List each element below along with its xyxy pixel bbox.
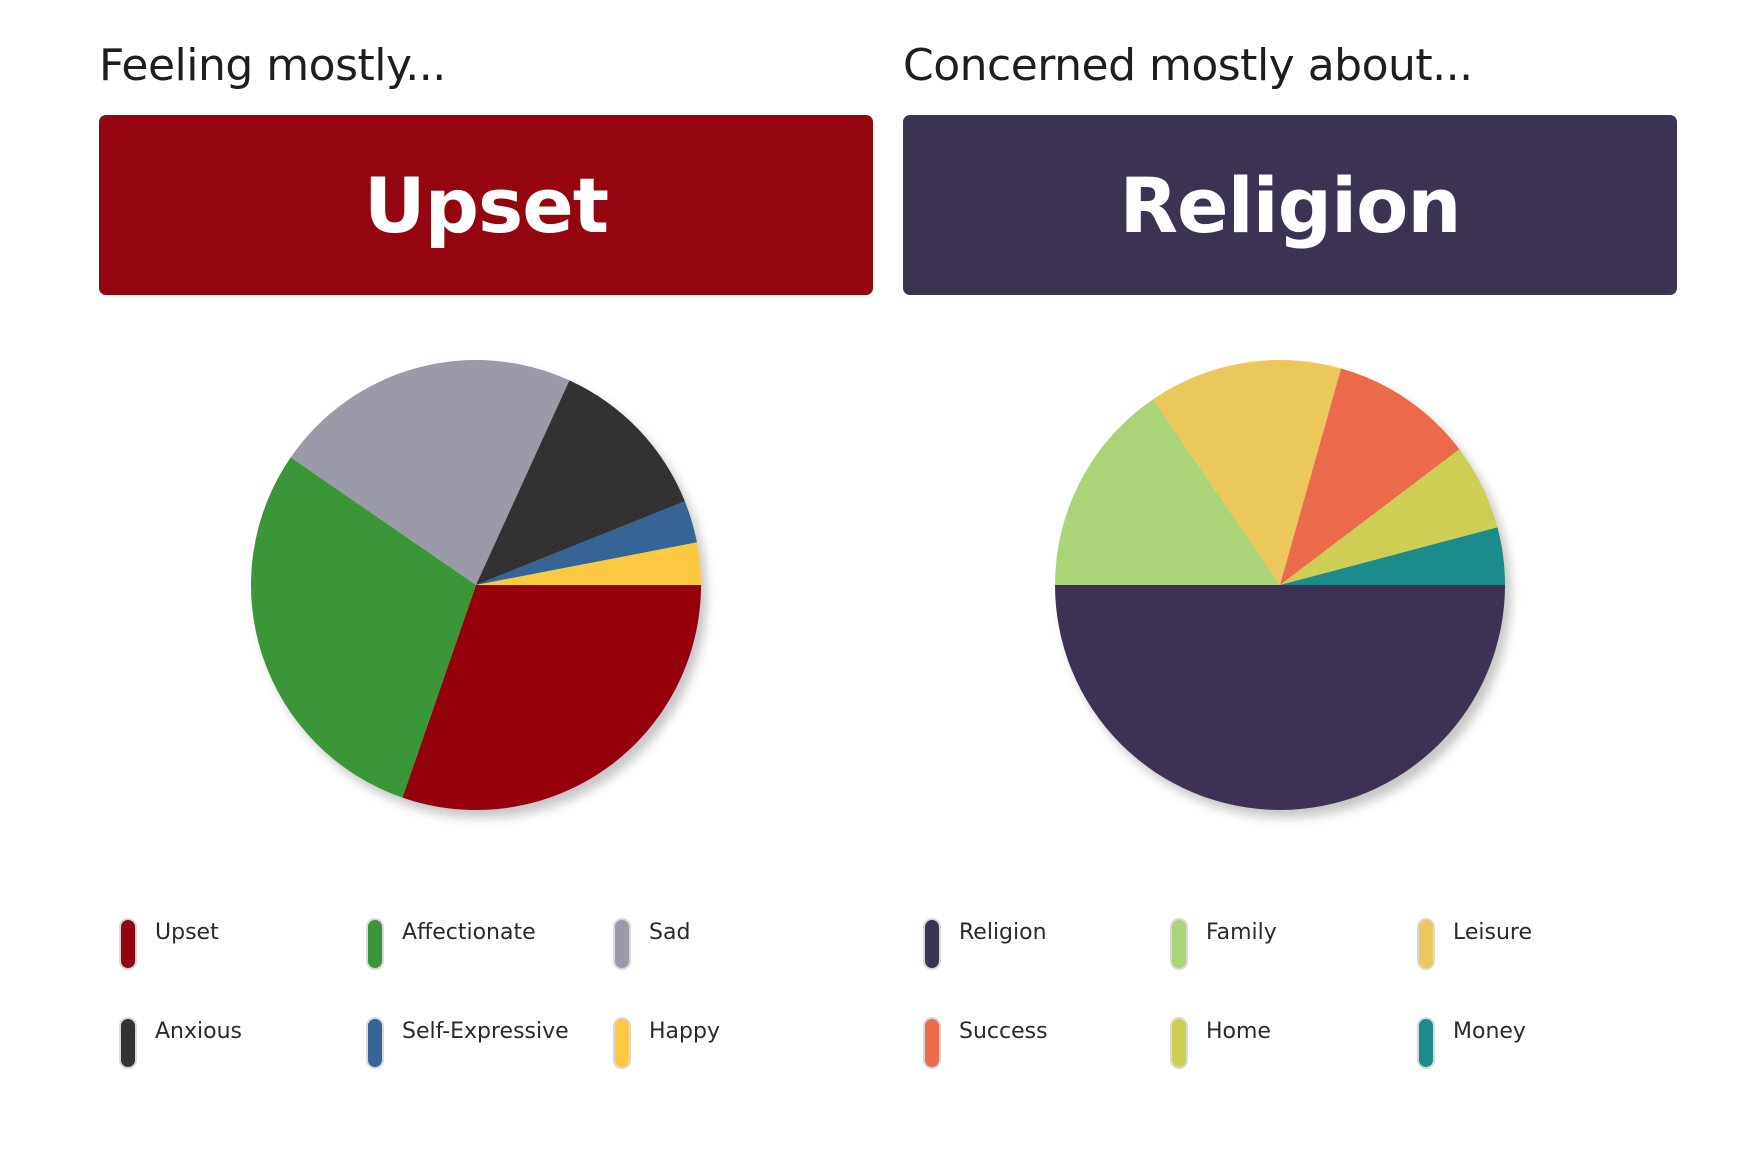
pie-slices — [250, 360, 701, 810]
pie-slice-self-expressive — [476, 501, 697, 585]
pie-slices — [1055, 360, 1505, 810]
pie-slice-sad — [290, 360, 570, 585]
feelings-pie-chart — [226, 335, 726, 835]
legend-label: Family — [1206, 920, 1277, 945]
legend-swatch — [1170, 1017, 1188, 1069]
legend-swatch — [923, 1017, 941, 1069]
feelings-top-label: Upset — [363, 160, 609, 250]
concerns-pie-chart — [1030, 335, 1530, 835]
legend-item-home: Home — [1170, 1013, 1410, 1073]
pie-slice-home — [1280, 449, 1498, 585]
concerns-top-label: Religion — [1119, 160, 1462, 250]
legend-swatch — [923, 918, 941, 970]
legend-swatch — [119, 918, 137, 970]
legend-item-religion: Religion — [923, 914, 1163, 974]
legend-item-family: Family — [1170, 914, 1410, 974]
pie-slice-anxious — [476, 380, 685, 585]
legend-item-money: Money — [1417, 1013, 1657, 1073]
legend-item-anxious: Anxious — [119, 1013, 359, 1073]
legend-swatch — [1417, 918, 1435, 970]
pie-slice-upset — [402, 585, 701, 810]
legend-label: Religion — [959, 920, 1047, 945]
concerns-pie-svg — [1055, 360, 1505, 810]
legend-swatch — [1417, 1017, 1435, 1069]
feelings-panel: Feeling mostly... Upset Upset Affectionat… — [99, 0, 873, 1154]
pie-slice-success — [1280, 368, 1460, 585]
legend-label: Anxious — [155, 1019, 242, 1044]
legend-label: Home — [1206, 1019, 1271, 1044]
legend-label: Leisure — [1453, 920, 1533, 945]
legend-swatch — [613, 1017, 631, 1069]
concerns-panel: Concerned mostly about... Religion Relig… — [903, 0, 1677, 1154]
pie-slice-money — [1280, 527, 1505, 585]
legend-label: Success — [959, 1019, 1048, 1044]
feelings-pie-svg — [250, 360, 701, 810]
feelings-heading: Feeling mostly... — [99, 40, 446, 91]
legend-label: Affectionate — [402, 920, 536, 945]
legend-label: Sad — [649, 920, 691, 945]
legend-item-success: Success — [923, 1013, 1163, 1073]
concerns-top-banner: Religion — [903, 115, 1677, 295]
legend-item-upset: Upset — [119, 914, 359, 974]
legend-label: Upset — [155, 920, 219, 945]
pie-slice-affectionate — [250, 457, 476, 798]
legend-swatch — [1170, 918, 1188, 970]
legend-item-self-expressive: Self-Expressive — [366, 1013, 606, 1073]
legend-item-leisure: Leisure — [1417, 914, 1657, 974]
pie-slice-leisure — [1153, 360, 1342, 585]
legend-item-sad: Sad — [613, 914, 853, 974]
legend-swatch — [366, 918, 384, 970]
concerns-heading: Concerned mostly about... — [903, 40, 1473, 91]
legend-label: Self-Expressive — [402, 1019, 569, 1044]
legend-swatch — [366, 1017, 384, 1069]
legend-swatch — [613, 918, 631, 970]
pie-slice-happy — [476, 542, 701, 585]
legend-label: Happy — [649, 1019, 720, 1044]
legend-item-happy: Happy — [613, 1013, 853, 1073]
feelings-top-banner: Upset — [99, 115, 873, 295]
legend-item-affectionate: Affectionate — [366, 914, 606, 974]
pie-slice-family — [1055, 399, 1280, 585]
legend-swatch — [119, 1017, 137, 1069]
legend-label: Money — [1453, 1019, 1526, 1044]
pie-slice-religion — [1055, 585, 1505, 810]
